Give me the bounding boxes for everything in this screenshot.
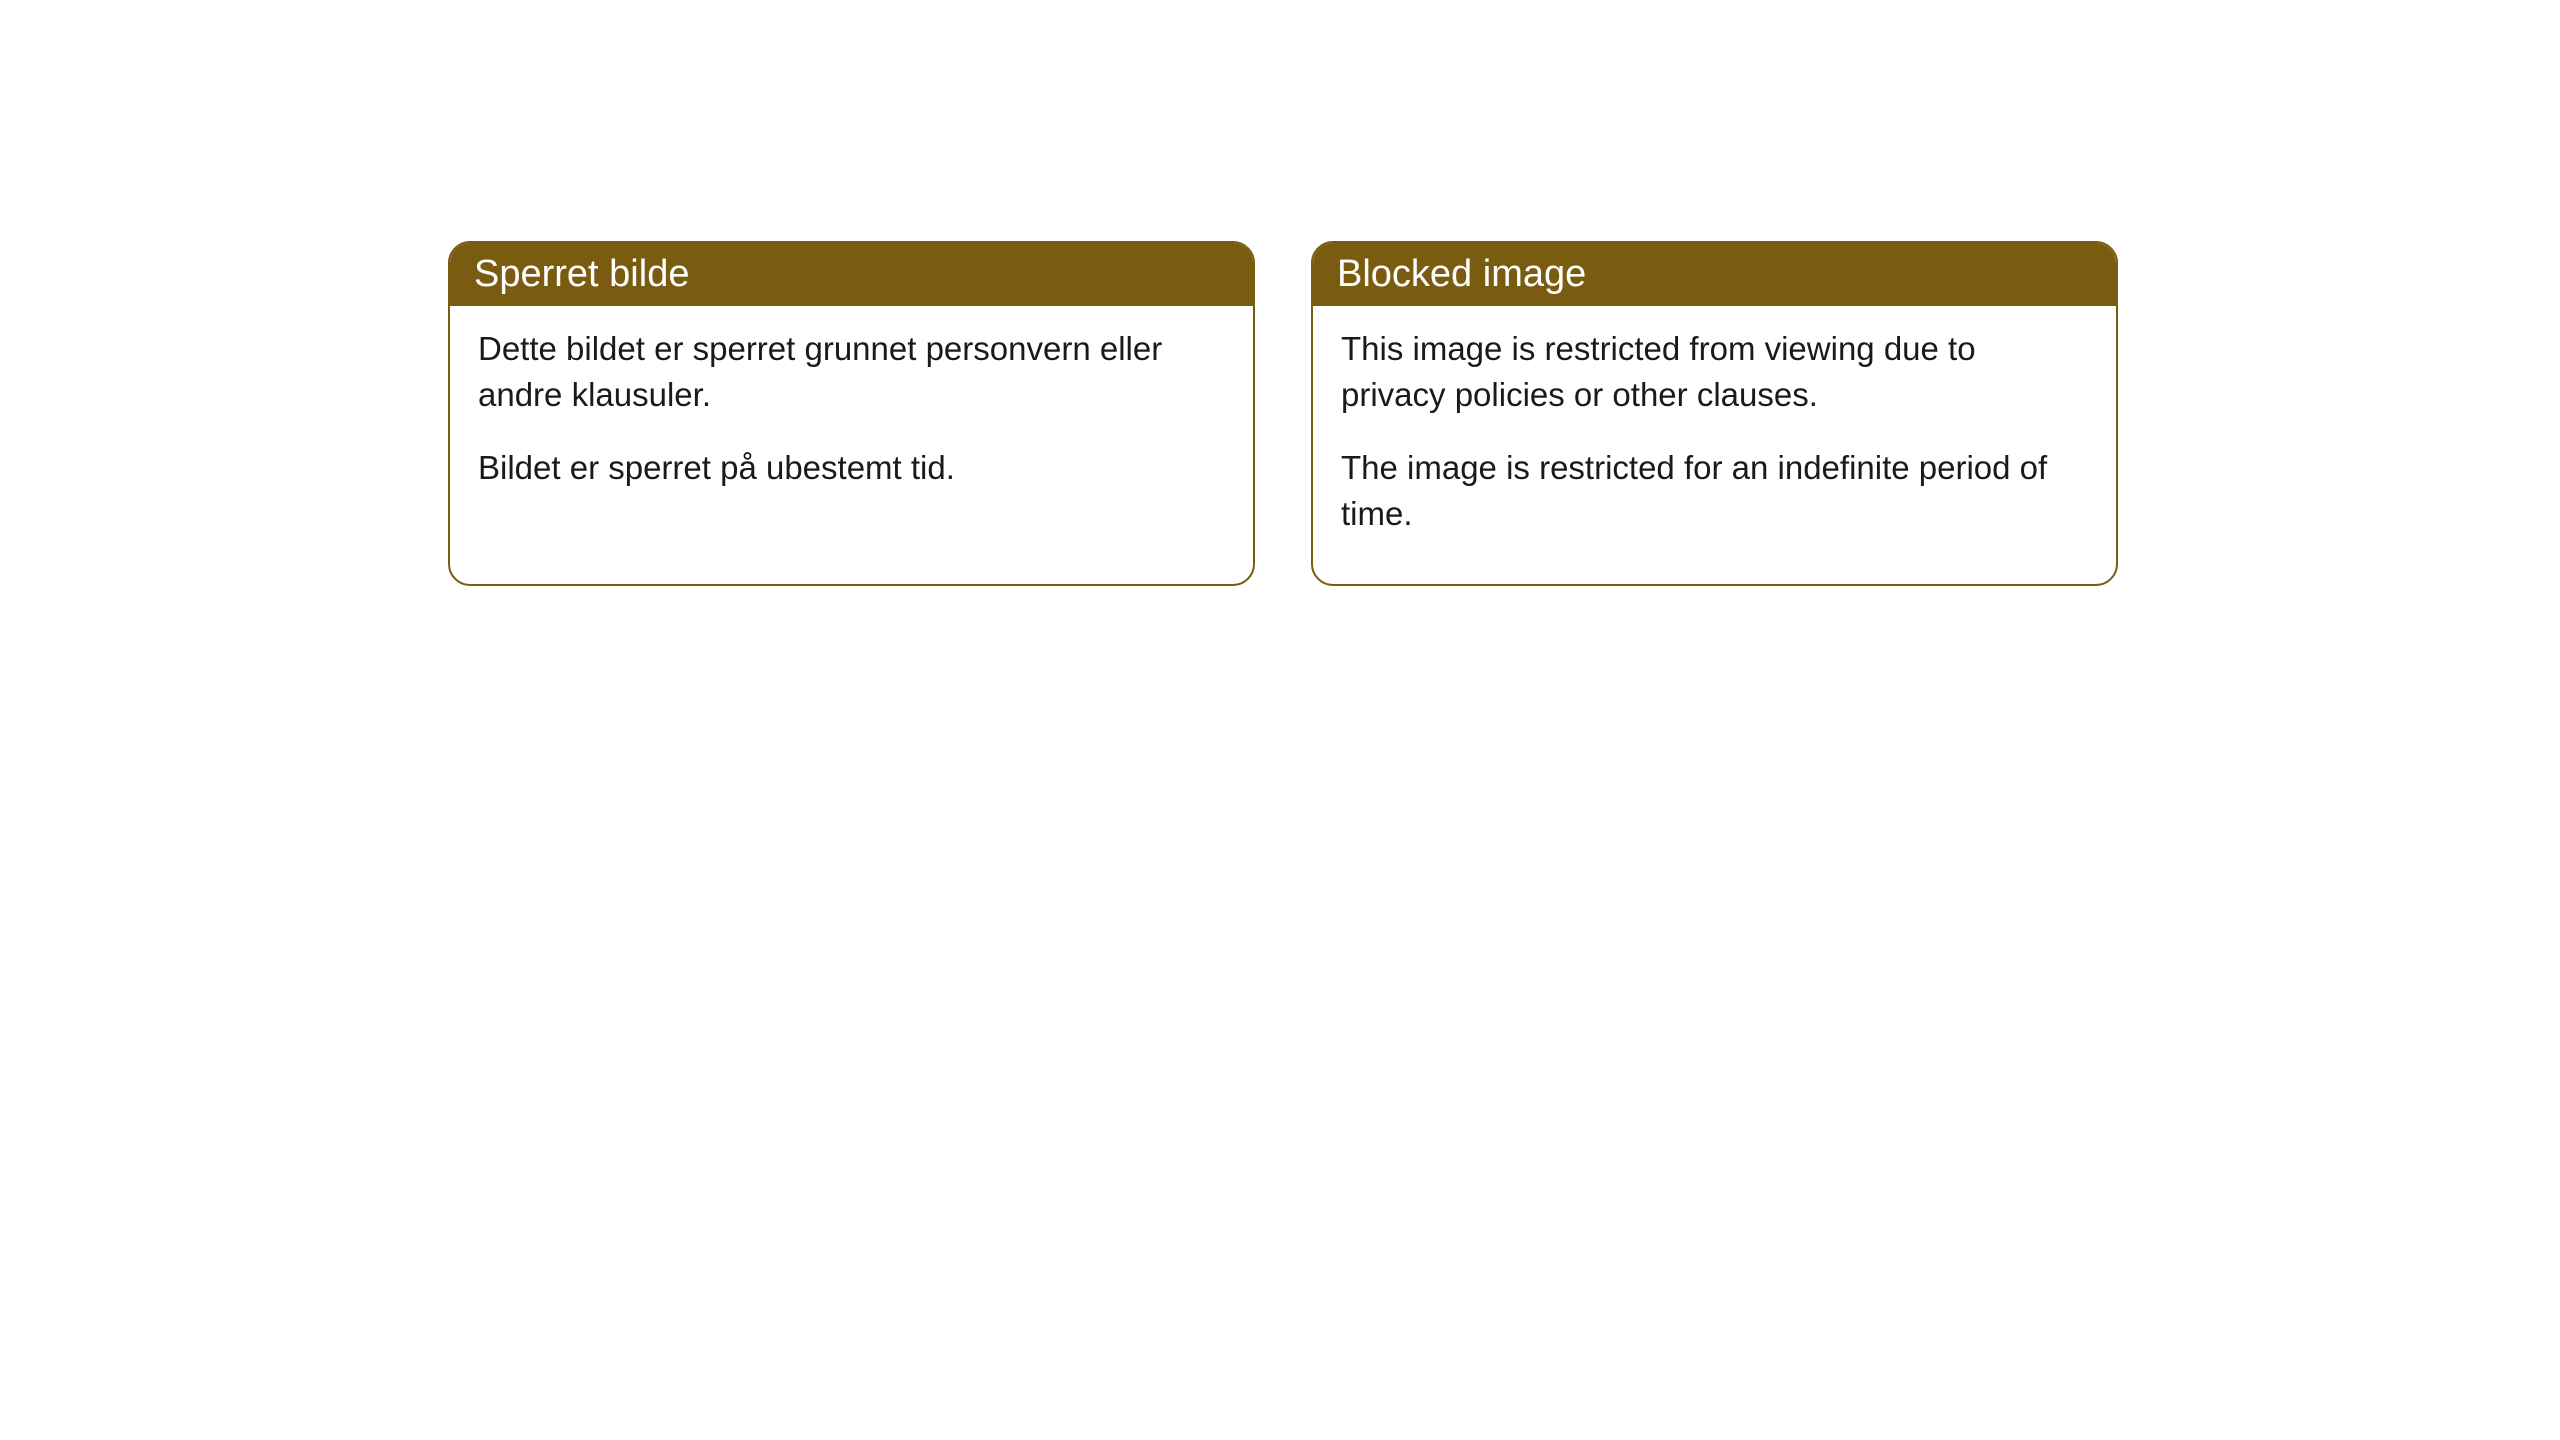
notice-paragraph: Dette bildet er sperret grunnet personve… bbox=[478, 326, 1225, 417]
notice-paragraph: This image is restricted from viewing du… bbox=[1341, 326, 2088, 417]
notice-card-english: Blocked image This image is restricted f… bbox=[1311, 241, 2118, 586]
card-header: Blocked image bbox=[1313, 243, 2116, 306]
notice-cards-container: Sperret bilde Dette bildet er sperret gr… bbox=[448, 241, 2118, 586]
notice-card-norwegian: Sperret bilde Dette bildet er sperret gr… bbox=[448, 241, 1255, 586]
notice-paragraph: Bildet er sperret på ubestemt tid. bbox=[478, 445, 1225, 491]
notice-paragraph: The image is restricted for an indefinit… bbox=[1341, 445, 2088, 536]
card-body: This image is restricted from viewing du… bbox=[1313, 306, 2116, 584]
card-header: Sperret bilde bbox=[450, 243, 1253, 306]
card-body: Dette bildet er sperret grunnet personve… bbox=[450, 306, 1253, 539]
